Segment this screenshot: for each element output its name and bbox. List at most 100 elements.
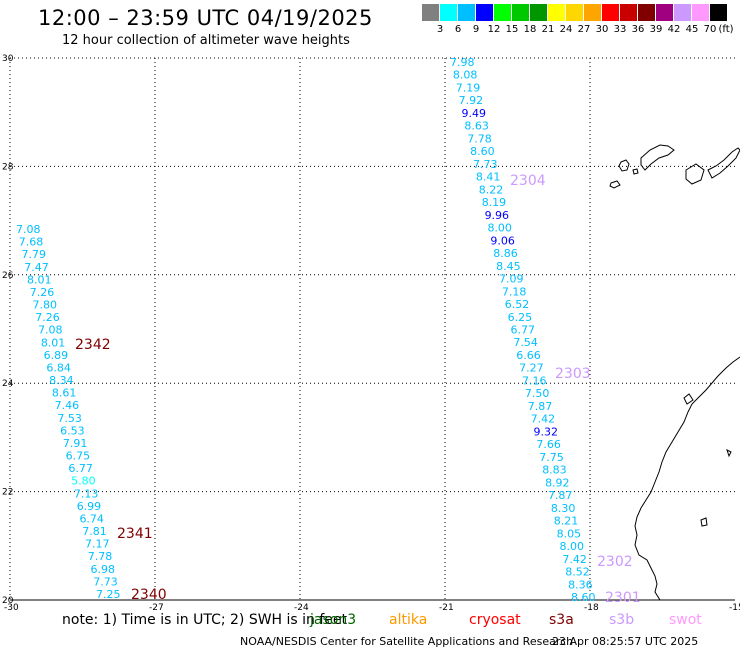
wave-value: 7.80 (33, 299, 58, 312)
wave-value: 8.01 (27, 273, 52, 286)
wave-value: 8.60 (571, 591, 596, 604)
wave-value: 8.52 (565, 566, 590, 579)
wave-value: 8.05 (557, 527, 582, 540)
wave-value: 6.66 (516, 349, 541, 362)
wave-value: 7.53 (57, 412, 82, 425)
wave-value: 7.68 (19, 236, 44, 249)
wave-value: 6.77 (511, 324, 536, 337)
wave-value: 8.01 (41, 336, 66, 349)
legend-s3b: s3b (609, 612, 635, 628)
wave-value: 9.06 (490, 234, 515, 247)
color-swatch (530, 4, 547, 21)
color-label: 30 (595, 24, 609, 35)
wave-value: 7.26 (30, 286, 55, 299)
wave-value: 7.08 (16, 223, 41, 236)
wave-value: 8.36 (568, 578, 593, 591)
wave-value: 8.00 (559, 540, 584, 553)
color-swatch (494, 4, 511, 21)
color-label: 42 (667, 24, 681, 35)
color-swatch (566, 4, 583, 21)
pass-label: 2341 (117, 526, 153, 542)
color-unit: (ft) (718, 24, 734, 35)
island-hierro (609, 180, 621, 189)
notes-text: note: 1) Time is in UTC; 2) SWH is in fe… (62, 612, 348, 628)
lon-label: -30 (4, 603, 19, 613)
wave-value: 7.08 (38, 324, 63, 337)
wave-value: 7.87 (528, 400, 553, 413)
color-label: 33 (613, 24, 627, 35)
wave-value: 7.78 (88, 550, 113, 563)
legend-swot: swot (669, 612, 702, 628)
wave-value: 7.25 (96, 588, 121, 601)
wave-value: 6.25 (508, 311, 532, 324)
wave-value: 8.41 (476, 171, 501, 184)
color-swatch (512, 4, 529, 21)
color-swatch (710, 4, 727, 21)
wave-value: 7.50 (525, 387, 550, 400)
cape-verde-islet (726, 449, 732, 458)
wave-value: 7.42 (562, 553, 587, 566)
wave-value: 8.61 (52, 387, 77, 400)
wave-value: 7.16 (522, 374, 547, 387)
wave-value: 7.75 (539, 451, 564, 464)
color-label: 15 (505, 24, 519, 35)
wave-value: 8.30 (551, 502, 576, 515)
lon-label: -27 (149, 603, 164, 613)
wave-value: 8.83 (542, 464, 567, 477)
pass-label: 2342 (75, 337, 111, 353)
wave-value: 6.98 (90, 563, 115, 576)
wave-value: 9.49 (462, 107, 487, 120)
color-label: 6 (454, 24, 462, 35)
lat-label: 20 (2, 596, 14, 606)
lat-label: 30 (2, 54, 14, 64)
wave-value: 7.46 (55, 399, 80, 412)
wave-value: 7.13 (74, 487, 99, 500)
wave-value: 7.17 (85, 538, 110, 551)
altimeter-tracks: 7.087.687.797.478.017.267.807.267.088.01… (16, 56, 641, 606)
pass-label: 2301 (605, 590, 641, 606)
wave-value: 7.98 (450, 56, 475, 69)
wave-value: 8.21 (554, 515, 579, 528)
wave-value: 8.00 (487, 222, 512, 235)
wave-value: 6.74 (79, 512, 104, 525)
legend-altika: altika (389, 612, 428, 628)
color-swatch (638, 4, 655, 21)
wave-value: 8.22 (479, 183, 504, 196)
lat-label: 26 (2, 271, 14, 281)
wave-value: 7.18 (502, 285, 527, 298)
wave-value: 7.54 (513, 336, 538, 349)
wave-value: 7.19 (456, 81, 481, 94)
color-label: 27 (577, 24, 591, 35)
legend-jason3: jason3 (310, 612, 357, 628)
color-label: 18 (523, 24, 537, 35)
color-swatch (440, 4, 457, 21)
bijagos-islet (700, 517, 708, 527)
lat-label: 28 (2, 162, 14, 172)
color-swatch (602, 4, 619, 21)
coastline (609, 144, 740, 601)
island-la-palma (618, 159, 630, 172)
wave-value: 8.63 (464, 120, 489, 133)
pass-label: 2304 (510, 173, 546, 189)
lon-label: -15 (729, 603, 740, 613)
wave-value: 9.96 (485, 209, 510, 222)
wave-value: 7.42 (531, 413, 556, 426)
legend-s3a: s3a (549, 612, 574, 628)
wave-value: 5.80 (71, 475, 96, 488)
color-swatch (620, 4, 637, 21)
legend-cryosat: cryosat (469, 612, 521, 628)
cape-blanc (683, 393, 694, 405)
color-label: 70 (703, 24, 717, 35)
wave-value: 8.92 (545, 476, 570, 489)
pass-label: 2302 (597, 554, 633, 570)
wave-value: 7.92 (459, 94, 484, 107)
color-swatch (422, 4, 439, 21)
wave-value: 8.60 (470, 145, 495, 158)
wave-value: 8.08 (453, 69, 478, 82)
wave-value: 6.89 (44, 349, 69, 362)
color-label: 12 (487, 24, 501, 35)
wave-value: 8.19 (482, 196, 507, 209)
color-swatch (674, 4, 691, 21)
lon-label: -24 (294, 603, 309, 613)
